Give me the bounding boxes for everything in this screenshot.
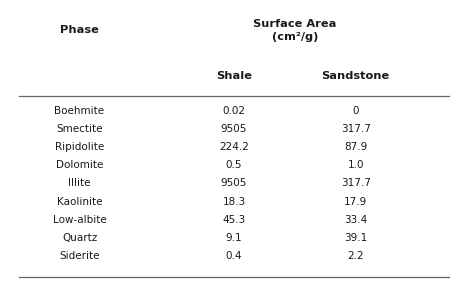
Text: 33.4: 33.4 bbox=[344, 215, 367, 225]
Text: 317.7: 317.7 bbox=[341, 124, 371, 134]
Text: Siderite: Siderite bbox=[59, 251, 100, 261]
Text: Kaolinite: Kaolinite bbox=[57, 197, 102, 206]
Text: 18.3: 18.3 bbox=[222, 197, 246, 206]
Text: Quartz: Quartz bbox=[62, 233, 97, 243]
Text: 224.2: 224.2 bbox=[219, 142, 249, 152]
Text: Low-albite: Low-albite bbox=[53, 215, 106, 225]
Text: Sandstone: Sandstone bbox=[322, 71, 390, 81]
Text: Surface Area
(cm²/g): Surface Area (cm²/g) bbox=[253, 19, 336, 42]
Text: 0: 0 bbox=[352, 106, 359, 116]
Text: 1.0: 1.0 bbox=[347, 160, 364, 170]
Text: 0.4: 0.4 bbox=[226, 251, 242, 261]
Text: Dolomite: Dolomite bbox=[56, 160, 103, 170]
Text: 39.1: 39.1 bbox=[344, 233, 367, 243]
Text: 9505: 9505 bbox=[221, 124, 247, 134]
Text: Ripidolite: Ripidolite bbox=[55, 142, 104, 152]
Text: Illite: Illite bbox=[68, 179, 91, 188]
Text: Shale: Shale bbox=[216, 71, 252, 81]
Text: 2.2: 2.2 bbox=[347, 251, 364, 261]
Text: 9.1: 9.1 bbox=[226, 233, 242, 243]
Text: 17.9: 17.9 bbox=[344, 197, 367, 206]
Text: 87.9: 87.9 bbox=[344, 142, 367, 152]
Text: 0.5: 0.5 bbox=[226, 160, 242, 170]
Text: 9505: 9505 bbox=[221, 179, 247, 188]
Text: Phase: Phase bbox=[60, 25, 99, 35]
Text: 317.7: 317.7 bbox=[341, 179, 371, 188]
Text: 45.3: 45.3 bbox=[222, 215, 246, 225]
Text: Smectite: Smectite bbox=[56, 124, 103, 134]
Text: 0.02: 0.02 bbox=[222, 106, 246, 116]
Text: Boehmite: Boehmite bbox=[54, 106, 105, 116]
